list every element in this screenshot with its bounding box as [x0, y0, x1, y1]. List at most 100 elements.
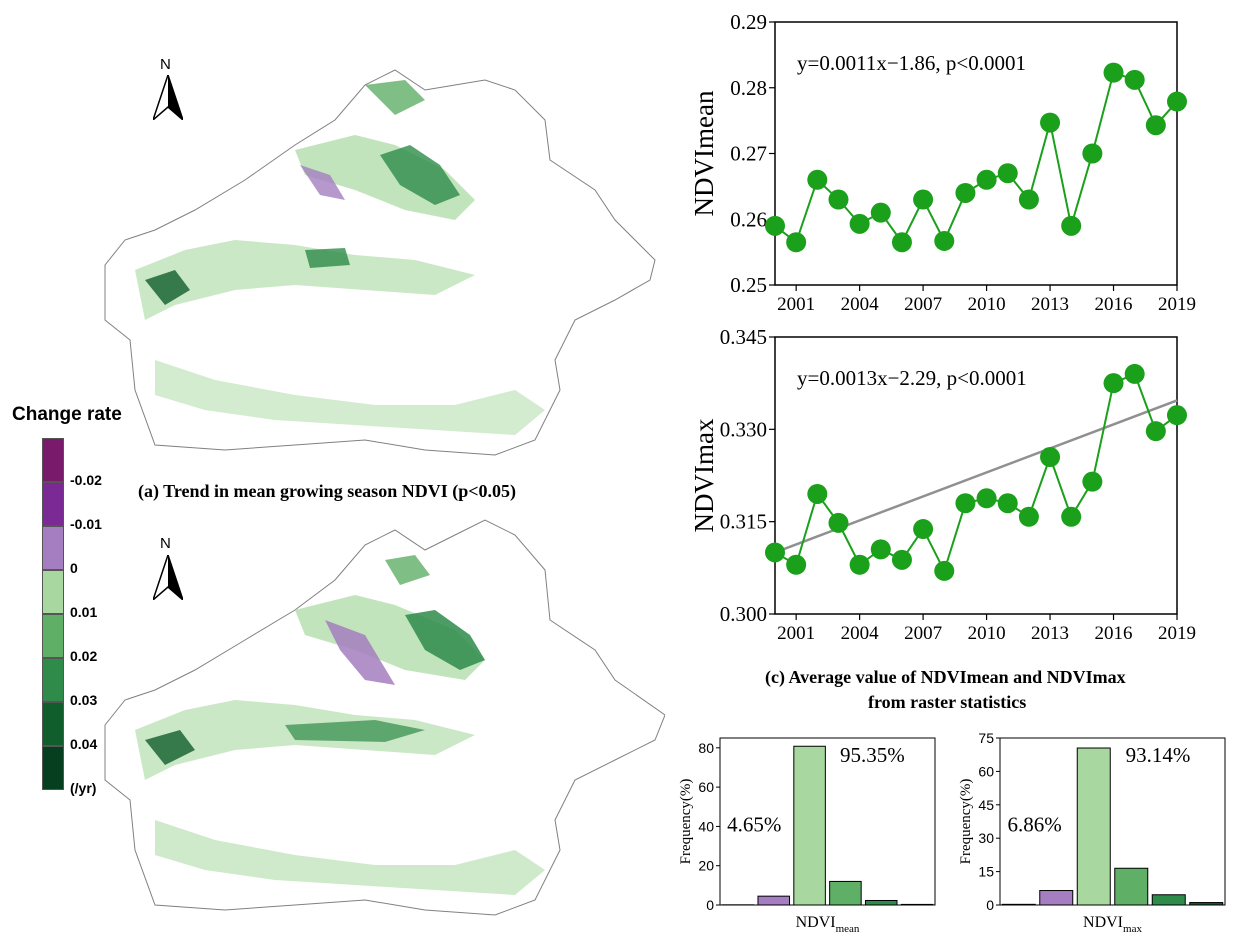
ndvimean-line-chart: 0.25 0.26 0.27 0.28 0.29 2001 2004 2007 2010 2013… — [689, 10, 1196, 315]
map-b-dense-patch-3 — [145, 730, 195, 765]
data-point — [1124, 69, 1145, 90]
map-b-dense-patch-2 — [385, 555, 430, 585]
legend-swatch — [42, 438, 64, 482]
data-point — [1145, 115, 1166, 136]
north-arrow-a-icon — [151, 72, 185, 125]
frequency-bar — [900, 903, 934, 906]
frequency-bar — [864, 899, 898, 906]
frequency-bar — [829, 880, 862, 906]
data-point — [1040, 112, 1061, 133]
x-tick-label: 2001 — [777, 623, 815, 644]
ndvimean-frequency-bar-chart: 0 20 40 60 80 Frequency(%) NDVImean 95.35% 4.65% — [678, 737, 936, 935]
data-point — [913, 189, 934, 210]
plot-frame — [999, 737, 1226, 906]
y-tick-label: 75 — [978, 730, 994, 746]
regression-equation: y=0.0013x−2.29, p<0.0001 — [797, 366, 1027, 390]
data-point — [976, 169, 997, 190]
data-point — [1061, 215, 1082, 236]
y-tick-label: 0.300 — [720, 602, 767, 626]
data-point — [955, 182, 976, 203]
frequency-bar — [1189, 902, 1224, 906]
y-axis-label: NDVImax — [689, 418, 719, 532]
map-a-caption: (a) Trend in mean growing season NDVI (p… — [138, 481, 516, 501]
data-point — [870, 539, 891, 560]
data-point — [828, 189, 849, 210]
legend-label: -0.02 — [70, 472, 102, 488]
x-axis-label: NDVImax — [1083, 914, 1142, 935]
data-point — [1103, 373, 1124, 394]
ndvimax-frequency-bar-chart: 0 15 30 45 60 75 Frequency(%) NDVImax 93.14% 6.86… — [958, 730, 1226, 935]
legend-swatch — [42, 482, 64, 526]
map-b-svg — [104, 519, 666, 916]
map-b-south-belt — [155, 820, 545, 895]
map-a-dense-patch-2 — [365, 80, 425, 115]
map-b — [95, 510, 666, 930]
legend-label: 0.04 — [70, 736, 98, 752]
percent-label-decrease: 4.65% — [727, 813, 781, 837]
y-axis-label: NDVImean — [689, 90, 719, 216]
north-label-b: N — [160, 535, 171, 552]
legend-swatch — [42, 526, 64, 570]
percent-label-increase: 93.14% — [1126, 743, 1191, 767]
frequency-bar — [793, 745, 826, 906]
map-a-south-belt — [155, 360, 545, 435]
y-tick-label: 0.345 — [720, 325, 767, 349]
legend-swatch — [42, 702, 64, 746]
data-point — [1124, 363, 1145, 384]
map-b-purple-patch — [325, 620, 395, 685]
x-tick-label: 2010 — [968, 294, 1006, 315]
x-tick-label: 2013 — [1031, 294, 1069, 315]
data-point — [870, 202, 891, 223]
data-point — [807, 483, 828, 504]
y-tick-label: 60 — [978, 763, 994, 779]
map-a-tienshan-belt — [135, 240, 475, 320]
data-point — [765, 542, 785, 563]
map-a — [95, 60, 665, 475]
y-tick-label: 15 — [978, 864, 994, 880]
x-tick-label: 2004 — [841, 623, 880, 644]
x-tick-label: 2019 — [1158, 294, 1196, 315]
north-label-a: N — [160, 56, 171, 73]
legend-colorbar — [42, 438, 64, 790]
legend-swatch — [42, 746, 64, 790]
panel-c-caption-2: from raster statistics — [868, 692, 1027, 712]
regression-equation: y=0.0011x−1.86, p<0.0001 — [797, 51, 1026, 75]
data-point — [891, 549, 912, 570]
y-tick-label: 20 — [698, 858, 714, 874]
data-point — [1167, 91, 1187, 112]
data-point — [997, 163, 1018, 184]
y-axis-label: Frequency(%) — [678, 779, 694, 865]
map-b-dense-patch-4 — [285, 720, 425, 742]
frequency-bar — [1039, 890, 1074, 906]
legend-label: -0.01 — [70, 516, 102, 532]
data-point — [1082, 143, 1103, 164]
data-point — [765, 215, 785, 236]
map-a-purple-patch — [300, 165, 345, 200]
y-tick-label: 0.330 — [720, 417, 767, 441]
legend-label: 0.03 — [70, 692, 98, 708]
x-axis-label: NDVImean — [796, 914, 860, 935]
x-tick-label: 2016 — [1095, 294, 1133, 315]
data-point — [786, 232, 807, 253]
x-tick-label: 2007 — [904, 294, 942, 315]
y-tick-label: 80 — [698, 740, 714, 756]
legend-label: 0.02 — [70, 648, 98, 664]
y-tick-label: 60 — [698, 779, 714, 795]
north-arrow-b-icon — [151, 552, 185, 605]
map-a-svg — [104, 69, 656, 456]
data-point — [1167, 405, 1187, 426]
map-a-dense-patch-3 — [145, 270, 190, 305]
data-point — [849, 213, 870, 234]
data-point — [1103, 62, 1124, 83]
data-point — [934, 560, 955, 581]
map-b-green-belt-north — [295, 595, 485, 680]
x-tick-label: 2007 — [904, 623, 942, 644]
legend-swatch — [42, 614, 64, 658]
map-a-dense-patch-1 — [380, 145, 460, 205]
plot-frame — [774, 336, 1178, 615]
legend-swatch — [42, 658, 64, 702]
series-line — [774, 71, 1178, 245]
legend-label: 0.01 — [70, 604, 98, 620]
y-tick-label: 40 — [698, 818, 714, 834]
plot-frame — [719, 737, 936, 906]
